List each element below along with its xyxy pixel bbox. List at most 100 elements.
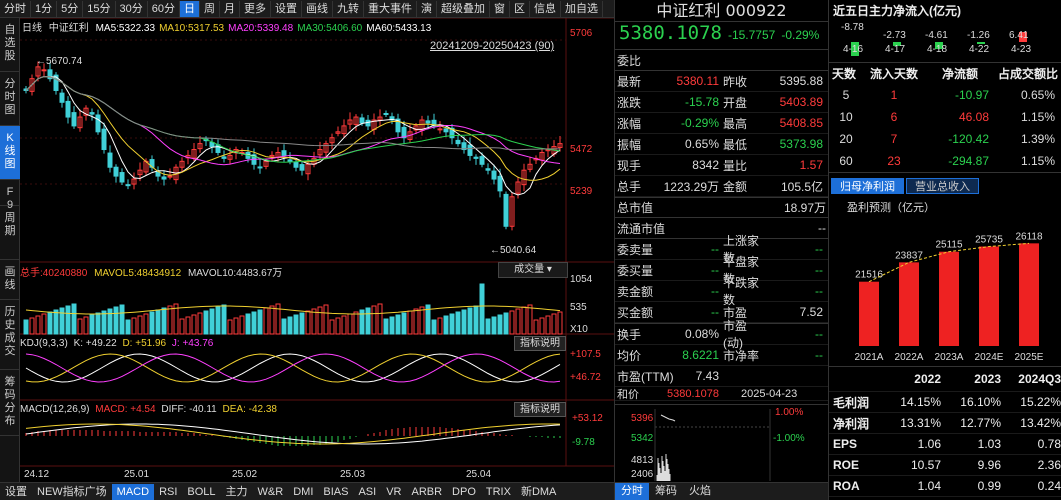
quote-row: 振幅 0.65% 最低 5373.98 — [615, 134, 828, 155]
volume-bar — [335, 317, 341, 335]
volume-bar — [455, 311, 461, 335]
indicator-tab[interactable]: BOLL — [187, 485, 216, 498]
quote-tab[interactable]: 分时 — [615, 483, 649, 500]
candlestick — [95, 109, 101, 135]
mini-intraday-chart[interactable]: 5396 5342 4813 2406 1.00% -1.00% — [615, 404, 829, 482]
high-marker: ←5670.74 — [36, 56, 83, 67]
indicator-tab[interactable]: ARBR — [411, 485, 443, 498]
volume-bar — [23, 319, 29, 335]
toolbar-item[interactable]: 月 — [220, 0, 240, 17]
volume-bar — [407, 310, 413, 335]
vtab-item[interactable]: 自选股 — [0, 18, 20, 72]
toolbar-item[interactable]: 九转 — [333, 0, 364, 17]
candlestick — [101, 122, 107, 154]
volume-bar — [203, 310, 209, 335]
indicator-tab[interactable]: TRIX — [485, 485, 511, 498]
candlestick — [161, 170, 167, 186]
forecast-bar — [899, 262, 919, 346]
price-pct: -0.29% — [781, 28, 820, 42]
indicator-tab[interactable]: MACD — [111, 483, 155, 500]
toolbar-item[interactable]: 分时 — [0, 0, 31, 17]
indicator-tab[interactable]: NEW指标广场 — [37, 485, 107, 498]
fin-header: 2022 2023 2024Q3 — [829, 366, 1061, 392]
quote-tab[interactable]: 筹码 — [655, 485, 677, 497]
indicator-tab[interactable]: DPO — [452, 485, 476, 498]
quote-row: 总手 1223.29万 金额 105.5亿 — [615, 176, 828, 197]
indicator-tab[interactable]: DMI — [293, 485, 314, 498]
kdj-indicator-help-button[interactable]: 指标说明 — [514, 336, 566, 351]
vtab-item[interactable]: 分时图 — [0, 72, 20, 126]
vtab-item[interactable]: 画线 — [0, 260, 20, 300]
volume-bar — [137, 315, 143, 335]
toolbar-item[interactable]: 60分 — [148, 0, 180, 17]
forecast-title: 盈利预测（亿元） — [847, 202, 935, 214]
toolbar-item[interactable]: 30分 — [116, 0, 148, 17]
candlestick — [473, 154, 479, 165]
flow-table-header: 天数 流入天数 净流额 占成交额比 — [829, 62, 1061, 84]
partial-row: 和价 5380.1078 2025-04-23 — [615, 387, 828, 401]
volume-bar — [251, 311, 257, 335]
candlestick — [293, 159, 299, 172]
toolbar-item[interactable]: 窗 — [490, 0, 510, 17]
quote-panel: 中证红利 000922 5380.1078 -15.7757 -0.29% 委比… — [614, 0, 829, 500]
vtab-item[interactable]: 周期 — [0, 206, 20, 260]
vtab-item[interactable]: 筹码分布 — [0, 370, 20, 436]
volume-bar — [425, 304, 431, 335]
candlestick — [467, 137, 473, 161]
kline-chart-area[interactable]: 日线 中证红利 MA5:5322.33 MA10:5317.53 MA20:5339… — [20, 18, 614, 482]
toolbar-item[interactable]: 信息 — [530, 0, 561, 17]
candlestick — [335, 126, 341, 137]
indicator-tab[interactable]: 新DMA — [520, 485, 557, 498]
kline-chart-svg[interactable] — [20, 18, 614, 482]
forecast-category-label: 2024E — [975, 352, 1004, 363]
toolbar-item[interactable]: 加自选 — [561, 0, 603, 17]
quote-tab[interactable]: 火焰 — [689, 485, 711, 497]
toolbar-item[interactable]: 周 — [200, 0, 220, 17]
volume-bar — [227, 319, 233, 335]
toolbar-item[interactable]: 设置 — [271, 0, 302, 17]
toolbar-item[interactable]: 重大事件 — [364, 0, 417, 17]
candlestick — [35, 61, 41, 82]
vtab-item[interactable]: 历史成交 — [0, 300, 20, 370]
volume-bar — [29, 317, 35, 335]
macd-indicator-help-button[interactable]: 指标说明 — [514, 402, 566, 417]
volume-bar — [179, 318, 185, 335]
toolbar-item[interactable]: 区 — [510, 0, 530, 17]
volume-bar — [185, 316, 191, 335]
total-mv-row: 总市值 18.97万 — [615, 197, 828, 218]
indicator-tab[interactable]: 主力 — [225, 485, 248, 498]
indicator-tab[interactable]: 设置 — [5, 485, 27, 498]
volume-bar — [269, 305, 275, 335]
toolbar-item[interactable]: 日 — [180, 0, 200, 17]
candlestick — [371, 113, 377, 135]
low-marker: ←5040.64 — [490, 245, 537, 256]
kdj-y-low: +46.72 — [570, 372, 601, 383]
macd-y-top: +53.12 — [572, 413, 603, 424]
volume-bar — [65, 305, 71, 335]
quote-row: 换手 0.08% 市盈(动) -- — [615, 319, 828, 350]
toolbar-item[interactable]: 演 — [417, 0, 437, 17]
toolbar-item[interactable]: 15分 — [83, 0, 116, 17]
toolbar-item[interactable]: 画线 — [302, 0, 333, 17]
toolbar-item[interactable]: 超级叠加 — [437, 0, 490, 17]
flow-date-label: 4-22 — [969, 44, 990, 55]
indicator-tab[interactable]: ASI — [358, 485, 377, 498]
toolbar-item[interactable]: 1分 — [31, 0, 58, 17]
volume-bar — [533, 319, 539, 335]
flow-table-header-cell: 天数 — [832, 67, 857, 81]
indicator-tab[interactable]: BIAS — [323, 485, 349, 498]
forecast-tab[interactable]: 营业总收入 — [906, 177, 979, 194]
indicator-tab[interactable]: W&R — [257, 485, 284, 498]
volume-bar — [245, 313, 251, 335]
toolbar-item[interactable]: 更多 — [240, 0, 271, 17]
fin-row: ROA 1.04 0.99 0.24 — [829, 476, 1061, 497]
volume-bar — [485, 318, 491, 335]
toolbar-item[interactable]: 5分 — [57, 0, 84, 17]
indicator-tab[interactable]: RSI — [159, 485, 178, 498]
indicator-tab[interactable]: VR — [386, 485, 402, 498]
weibi-row: 委比 — [615, 50, 828, 71]
forecast-tab[interactable]: 归母净利润 — [831, 177, 904, 194]
volume-indicator-dropdown[interactable]: 成交量 ▾ — [498, 262, 568, 278]
